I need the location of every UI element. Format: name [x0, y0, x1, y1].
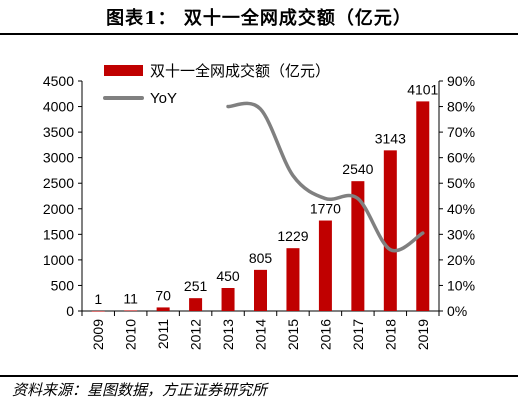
- bar-data-label: 11: [123, 290, 138, 306]
- bar: [221, 288, 235, 311]
- legend-label-bar: 双十一全网成交额（亿元）: [150, 62, 330, 80]
- top-rule: [0, 33, 518, 35]
- x-tick-label: 2012: [188, 319, 204, 350]
- left-y-tick-label: 3500: [43, 124, 74, 140]
- bar: [124, 310, 138, 312]
- x-tick-label: 2010: [123, 319, 139, 350]
- right-y-tick-label: 10%: [447, 277, 475, 293]
- bar: [318, 220, 332, 311]
- right-y-tick-label: 40%: [447, 201, 475, 217]
- right-y-tick-label: 70%: [447, 124, 475, 140]
- bar: [416, 101, 430, 311]
- right-y-tick-label: 90%: [447, 73, 475, 89]
- x-tick-label: 2015: [285, 319, 301, 350]
- right-y-tick-labels: 0% 10% 20% 30% 40% 50% 60% 70% 80% 90%: [447, 73, 475, 319]
- x-tick-labels: 2009 2010 2011 2012 2013 2014 2015 2016 2017 2018…: [90, 319, 431, 350]
- left-y-tick-label: 2000: [43, 201, 74, 217]
- left-y-tick-label: 4000: [43, 99, 74, 115]
- x-tick-label: 2014: [253, 319, 269, 350]
- right-y-tick-label: 20%: [447, 252, 475, 268]
- left-y-tick-label: 500: [51, 277, 75, 293]
- x-tick-label: 2018: [382, 319, 398, 350]
- bottom-rule: [0, 375, 518, 377]
- left-y-tick-label: 1000: [43, 252, 74, 268]
- x-tick-label: 2016: [317, 319, 333, 350]
- legend: 双十一全网成交额（亿元） YoY: [103, 62, 330, 107]
- bar: [286, 248, 300, 311]
- bar-data-label: 805: [249, 250, 273, 266]
- right-y-tick-label: 30%: [447, 226, 475, 242]
- x-tick-label: 2013: [220, 319, 236, 350]
- right-y-tick-label: 0%: [447, 303, 467, 319]
- bar-data-label: 1: [94, 291, 102, 307]
- legend-label-line: YoY: [150, 90, 177, 107]
- right-y-tick-label: 50%: [447, 175, 475, 191]
- bar-data-label: 1229: [277, 228, 308, 244]
- bar-series: [91, 101, 430, 312]
- figure-title: 图表1： 双十一全网成交额（亿元）: [106, 8, 412, 29]
- x-tick-label: 2011: [155, 319, 171, 349]
- left-y-tick-labels: 0 500 1000 1500 2000 2500 3000 3500 4000 4500: [43, 73, 74, 319]
- left-y-tick-label: 2500: [43, 175, 74, 191]
- bar: [254, 269, 267, 311]
- bar: [156, 307, 170, 311]
- bar-data-label: 3143: [375, 130, 406, 146]
- bar-data-label: 2540: [342, 161, 373, 177]
- x-tick-label: 2009: [90, 319, 106, 350]
- line-series: [226, 101, 425, 253]
- bar-data-label: 251: [184, 278, 208, 294]
- bar-data-label: 1770: [310, 201, 341, 217]
- yoy-line: [226, 101, 425, 253]
- left-y-tick-label: 0: [66, 303, 74, 319]
- bar: [189, 298, 203, 311]
- legend-swatch-bar: [104, 65, 143, 76]
- bar-data-label: 70: [155, 287, 171, 303]
- left-y-tick-label: 3000: [43, 150, 74, 166]
- left-y-tick-label: 1500: [43, 226, 74, 242]
- x-tick-label: 2017: [350, 319, 366, 350]
- right-y-tick-label: 80%: [447, 99, 475, 115]
- bar: [383, 150, 397, 311]
- right-y-tick-label: 60%: [447, 150, 475, 166]
- bar: [91, 310, 105, 312]
- left-y-tick-label: 4500: [43, 73, 74, 89]
- source-note: 资料来源：星图数据，方正证券研究所: [12, 381, 268, 399]
- bar-data-label: 450: [216, 268, 240, 284]
- x-tick-label: 2019: [415, 319, 431, 350]
- bar-data-label: 4101: [407, 81, 438, 97]
- bar: [351, 181, 365, 311]
